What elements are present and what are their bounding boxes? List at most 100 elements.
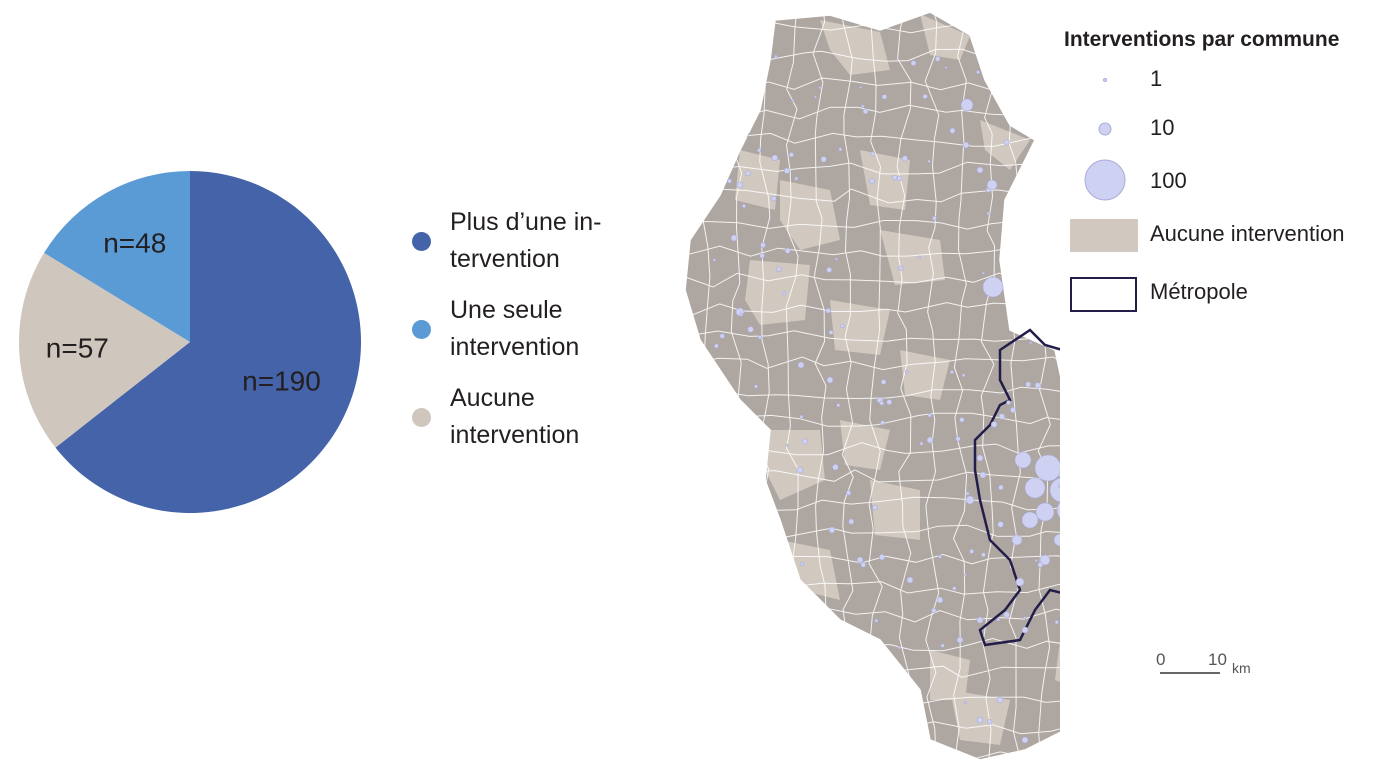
pie-data-label-0: n=190 (242, 366, 321, 397)
department-shape (685, 12, 1060, 760)
intervention-circle (922, 94, 928, 100)
intervention-circle (1054, 620, 1059, 625)
intervention-circle (879, 400, 884, 406)
legend-item-plus-dune: Plus d’une in- tervention (412, 204, 642, 278)
intervention-circle (1003, 139, 1010, 146)
intervention-circle (759, 253, 765, 259)
intervention-circle (917, 255, 921, 260)
intervention-circle (1003, 611, 1010, 618)
intervention-circle (1021, 511, 1039, 529)
intervention-circle (1011, 534, 1023, 546)
intervention-circle (1012, 89, 1017, 93)
intervention-circle (1058, 484, 1060, 488)
intervention-circle (838, 147, 843, 152)
intervention-circle (1049, 477, 1060, 503)
intervention-circle (1035, 502, 1055, 522)
intervention-circle (808, 696, 815, 703)
intervention-circle (783, 167, 790, 174)
intervention-circle (963, 701, 967, 705)
intervention-circle (976, 70, 980, 75)
intervention-circle (860, 562, 867, 568)
intervention-circle (774, 54, 778, 59)
commune-none (920, 14, 970, 60)
intervention-circle (745, 170, 751, 177)
intervention-circle (1016, 111, 1023, 118)
intervention-circle (757, 148, 762, 153)
intervention-circle (1023, 616, 1026, 620)
intervention-circle (901, 713, 906, 718)
legend-circle-label-10: 10 (1150, 115, 1175, 140)
intervention-circle (952, 586, 957, 591)
intervention-circle (1034, 454, 1060, 482)
legend-label-aucune: Aucune intervention (450, 384, 580, 449)
intervention-circle (727, 178, 732, 184)
intervention-circle (897, 646, 901, 650)
intervention-circle (771, 154, 779, 162)
intervention-circle (842, 626, 848, 632)
intervention-circle (1006, 400, 1011, 405)
intervention-circle (982, 276, 1004, 298)
intervention-circle (832, 464, 839, 471)
intervention-circle (802, 438, 809, 445)
pie-data-label-1: n=48 (103, 228, 166, 259)
intervention-circle (785, 443, 789, 447)
metropole-outline (973, 328, 1060, 647)
intervention-circle (931, 607, 937, 614)
intervention-circle (986, 179, 998, 191)
intervention-circle (879, 553, 886, 561)
intervention-circle (862, 108, 869, 115)
intervention-circle (757, 335, 763, 340)
intervention-circle (965, 491, 970, 496)
intervention-circle (814, 95, 817, 99)
intervention-circle (1029, 341, 1033, 345)
commune-none (765, 430, 825, 500)
intervention-circle (927, 413, 932, 418)
intervention-circle (976, 616, 984, 624)
pie-legend: Plus d’une in- tervention Une seule inte… (412, 204, 642, 468)
intervention-circle (809, 608, 815, 615)
boundary-line (952, 12, 968, 757)
legend-item-aucune: Aucune intervention (412, 380, 642, 454)
intervention-circle (910, 60, 917, 66)
intervention-circle (1037, 561, 1044, 568)
intervention-circle (778, 618, 783, 622)
intervention-circle (960, 98, 974, 112)
scale-bar: 0 10 km (1156, 650, 1266, 690)
intervention-circle (800, 561, 805, 566)
legend-circle-10 (1098, 122, 1112, 136)
legend-metropole-label: Métropole (1150, 279, 1248, 304)
intervention-circle (854, 674, 859, 678)
pie-slice-0 (55, 171, 361, 513)
intervention-circle (926, 436, 934, 444)
intervention-circle (998, 413, 1006, 420)
intervention-circle (870, 151, 876, 157)
intervention-circle (1024, 477, 1046, 499)
legend-swatch-une-seule (412, 320, 431, 339)
intervention-circle (880, 420, 885, 426)
boundary-line (685, 12, 688, 758)
intervention-circle (886, 399, 893, 405)
intervention-circle (898, 265, 904, 271)
scale-unit: km (1232, 660, 1251, 676)
intervention-circle (949, 127, 956, 134)
intervention-circle (1032, 150, 1038, 155)
legend-circle-100 (1084, 159, 1126, 201)
intervention-circle (904, 370, 909, 374)
intervention-circle (810, 622, 816, 627)
legend-metropole-row: Métropole (1064, 273, 1384, 322)
intervention-circle (728, 649, 734, 656)
intervention-circle (990, 421, 998, 428)
scale-line (1160, 672, 1220, 674)
intervention-circle (840, 323, 845, 329)
intervention-circle (997, 521, 1004, 528)
intervention-circle (730, 234, 738, 242)
intervention-circle (944, 66, 948, 69)
legend-none-swatch (1070, 219, 1138, 252)
intervention-circle (753, 583, 760, 591)
legend-swatch-aucune (412, 408, 431, 427)
boundary-line (685, 217, 1060, 230)
intervention-circle (979, 471, 987, 479)
pie-data-label-2: n=57 (46, 333, 109, 364)
intervention-circle (936, 596, 944, 604)
intervention-circle (919, 441, 924, 446)
